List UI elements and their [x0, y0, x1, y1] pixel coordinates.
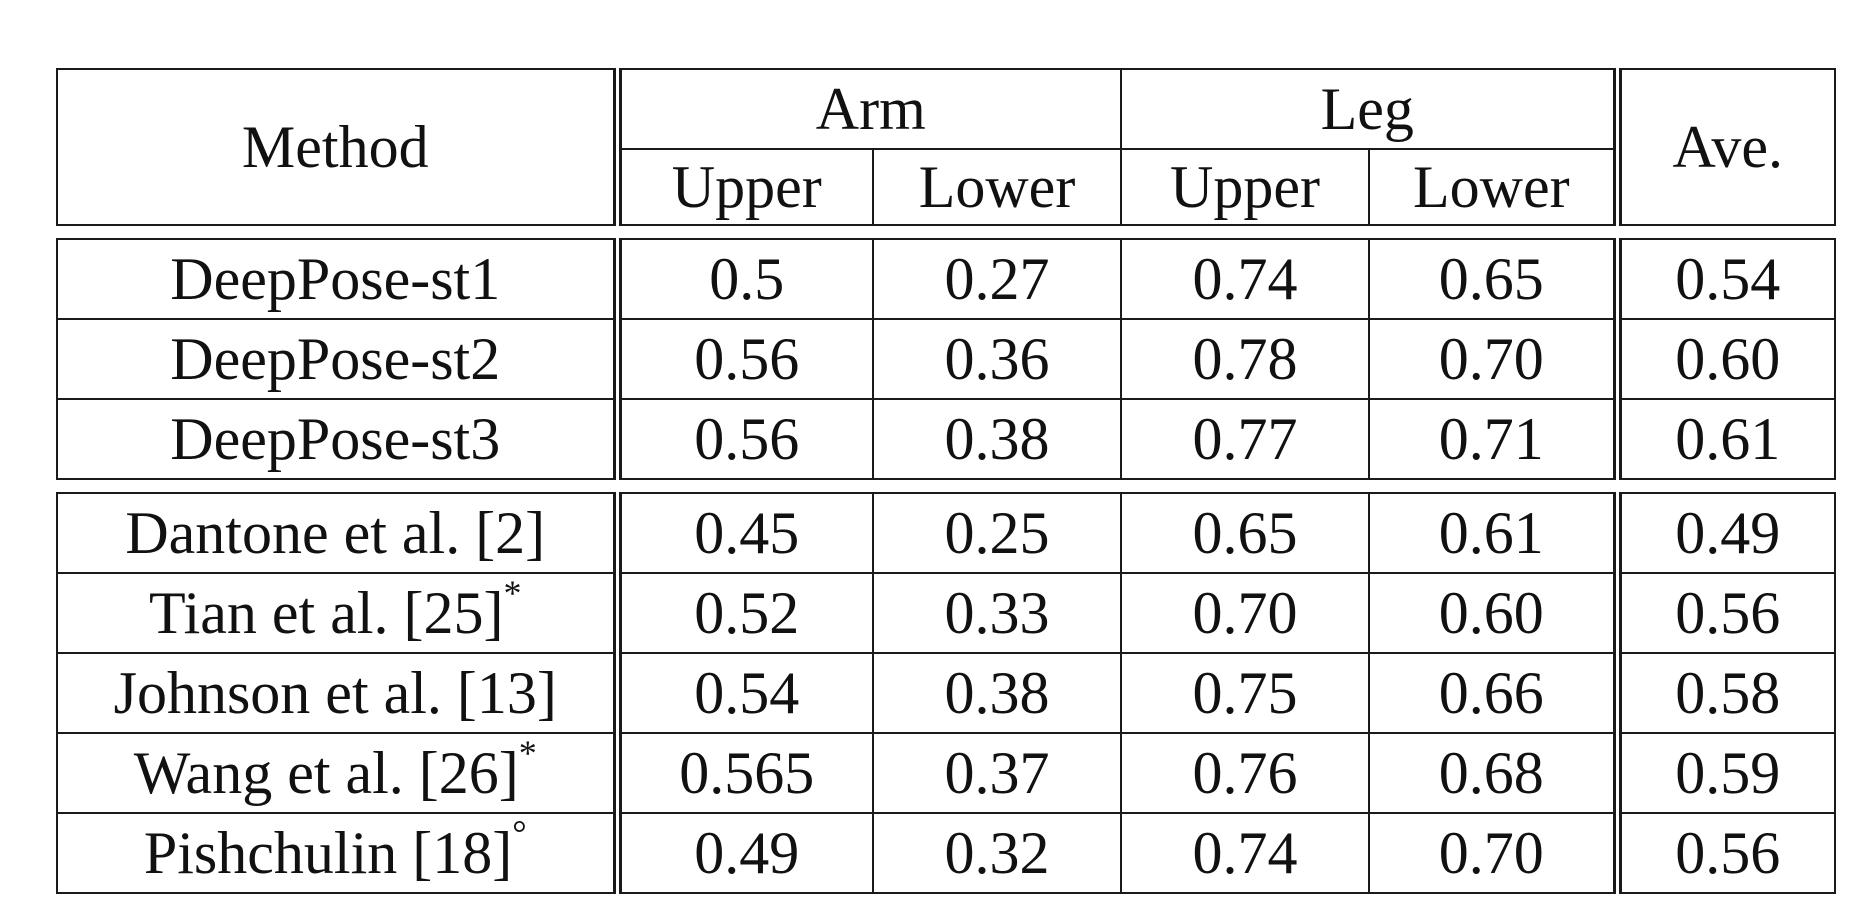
table-row: Tian et al. [25]* 0.52 0.33 0.70 0.60 0.56 [56, 572, 1837, 654]
value-cell-ave: 0.59 [1616, 732, 1837, 814]
method-name: DeepPose-st3 [170, 406, 501, 472]
method-name: Dantone et al. [2] [125, 500, 546, 566]
value-cell-leg-upper: 0.77 [1120, 398, 1371, 480]
value-cell-arm-upper: 0.56 [616, 318, 874, 400]
table-row: Pishchulin [18]° 0.49 0.32 0.74 0.70 0.56 [56, 812, 1837, 894]
separator-cell [57, 224, 617, 240]
separator-cell [873, 478, 1122, 494]
value-cell-arm-upper: 0.45 [616, 492, 874, 574]
header-leg-lower: Lower [1368, 148, 1622, 226]
value-cell-ave: 0.49 [1616, 492, 1837, 574]
value-cell-leg-upper: 0.78 [1120, 318, 1371, 400]
method-cell: Dantone et al. [2] [56, 492, 622, 574]
value-cell-ave: 0.54 [1616, 238, 1837, 320]
value-cell-leg-lower: 0.68 [1368, 732, 1622, 814]
method-name: Johnson et al. [13] [113, 660, 557, 726]
value-cell-leg-upper: 0.65 [1120, 492, 1371, 574]
separator-cell [1121, 478, 1370, 494]
value-cell-arm-lower: 0.37 [871, 732, 1123, 814]
separator-cell [1617, 224, 1836, 240]
value-cell-arm-upper: 0.49 [616, 812, 874, 894]
value-cell-arm-lower: 0.33 [871, 572, 1123, 654]
value-cell-arm-lower: 0.25 [871, 492, 1123, 574]
separator-cell [617, 478, 873, 494]
value-cell-ave: 0.61 [1616, 398, 1837, 480]
value-cell-leg-upper: 0.74 [1120, 812, 1371, 894]
value-cell-ave: 0.56 [1616, 572, 1837, 654]
value-cell-arm-lower: 0.38 [871, 652, 1123, 734]
method-name: Tian et al. [25] [149, 580, 504, 646]
separator-cell [1369, 224, 1618, 240]
method-footnote-mark: * [503, 573, 522, 613]
method-cell: Johnson et al. [13] [56, 652, 622, 734]
value-cell-leg-lower: 0.60 [1368, 572, 1622, 654]
value-cell-arm-lower: 0.27 [871, 238, 1123, 320]
value-cell-ave: 0.58 [1616, 652, 1837, 734]
header-method: Method [56, 68, 622, 226]
value-cell-leg-lower: 0.61 [1368, 492, 1622, 574]
separator-cell [617, 224, 873, 240]
value-cell-leg-lower: 0.70 [1368, 812, 1622, 894]
value-cell-ave: 0.60 [1616, 318, 1837, 400]
value-cell-arm-lower: 0.36 [871, 318, 1123, 400]
method-name: DeepPose-st2 [170, 326, 501, 392]
method-cell: DeepPose-st1 [56, 238, 622, 320]
method-name: Wang et al. [26] [133, 740, 519, 806]
method-cell: Wang et al. [26]* [56, 732, 622, 814]
method-footnote-mark: ° [512, 813, 527, 853]
value-cell-arm-upper: 0.54 [616, 652, 874, 734]
value-cell-leg-lower: 0.70 [1368, 318, 1622, 400]
method-cell: Pishchulin [18]° [56, 812, 622, 894]
method-cell: DeepPose-st2 [56, 318, 622, 400]
value-cell-arm-upper: 0.52 [616, 572, 874, 654]
separator-cell [57, 478, 617, 494]
header-arm: Arm [615, 68, 1123, 150]
value-cell-arm-upper: 0.565 [616, 732, 874, 814]
method-cell: Tian et al. [25]* [56, 572, 622, 654]
results-table: Method Arm Leg Ave. Upper Lower Upper Lo… [56, 68, 1837, 894]
value-cell-arm-upper: 0.5 [616, 238, 874, 320]
table-row: DeepPose-st2 0.56 0.36 0.78 0.70 0.60 [56, 318, 1837, 400]
group-separator [57, 224, 1836, 240]
value-cell-leg-upper: 0.76 [1120, 732, 1371, 814]
value-cell-leg-lower: 0.66 [1368, 652, 1622, 734]
table-row: DeepPose-st3 0.56 0.38 0.77 0.71 0.61 [56, 398, 1837, 480]
value-cell-leg-lower: 0.65 [1368, 238, 1622, 320]
separator-cell [1617, 478, 1836, 494]
group-separator [57, 478, 1836, 494]
separator-cell [1121, 224, 1370, 240]
method-name: DeepPose-st1 [170, 246, 501, 312]
table-row: Wang et al. [26]* 0.565 0.37 0.76 0.68 0.59 [56, 732, 1837, 814]
table-body: DeepPose-st1 0.5 0.27 0.74 0.65 0.54 DeepPose-… [56, 224, 1837, 894]
value-cell-arm-upper: 0.56 [616, 398, 874, 480]
method-name: Pishchulin [18] [143, 820, 513, 886]
header-leg: Leg [1120, 68, 1622, 150]
value-cell-arm-lower: 0.38 [871, 398, 1123, 480]
separator-cell [1369, 478, 1618, 494]
value-cell-leg-upper: 0.75 [1120, 652, 1371, 734]
value-cell-leg-lower: 0.71 [1368, 398, 1622, 480]
table-row: Johnson et al. [13] 0.54 0.38 0.75 0.66 0.58 [56, 652, 1837, 734]
header-ave: Ave. [1616, 68, 1837, 226]
method-cell: DeepPose-st3 [56, 398, 622, 480]
separator-cell [873, 224, 1122, 240]
header-arm-upper: Upper [616, 148, 874, 226]
value-cell-leg-upper: 0.70 [1120, 572, 1371, 654]
value-cell-arm-lower: 0.32 [871, 812, 1123, 894]
method-footnote-mark: * [518, 733, 537, 773]
header-arm-lower: Lower [871, 148, 1123, 226]
value-cell-leg-upper: 0.74 [1120, 238, 1371, 320]
header-leg-upper: Upper [1120, 148, 1371, 226]
table-row: DeepPose-st1 0.5 0.27 0.74 0.65 0.54 [56, 238, 1837, 320]
table-row: Dantone et al. [2] 0.45 0.25 0.65 0.61 0.49 [56, 492, 1837, 574]
value-cell-ave: 0.56 [1616, 812, 1837, 894]
